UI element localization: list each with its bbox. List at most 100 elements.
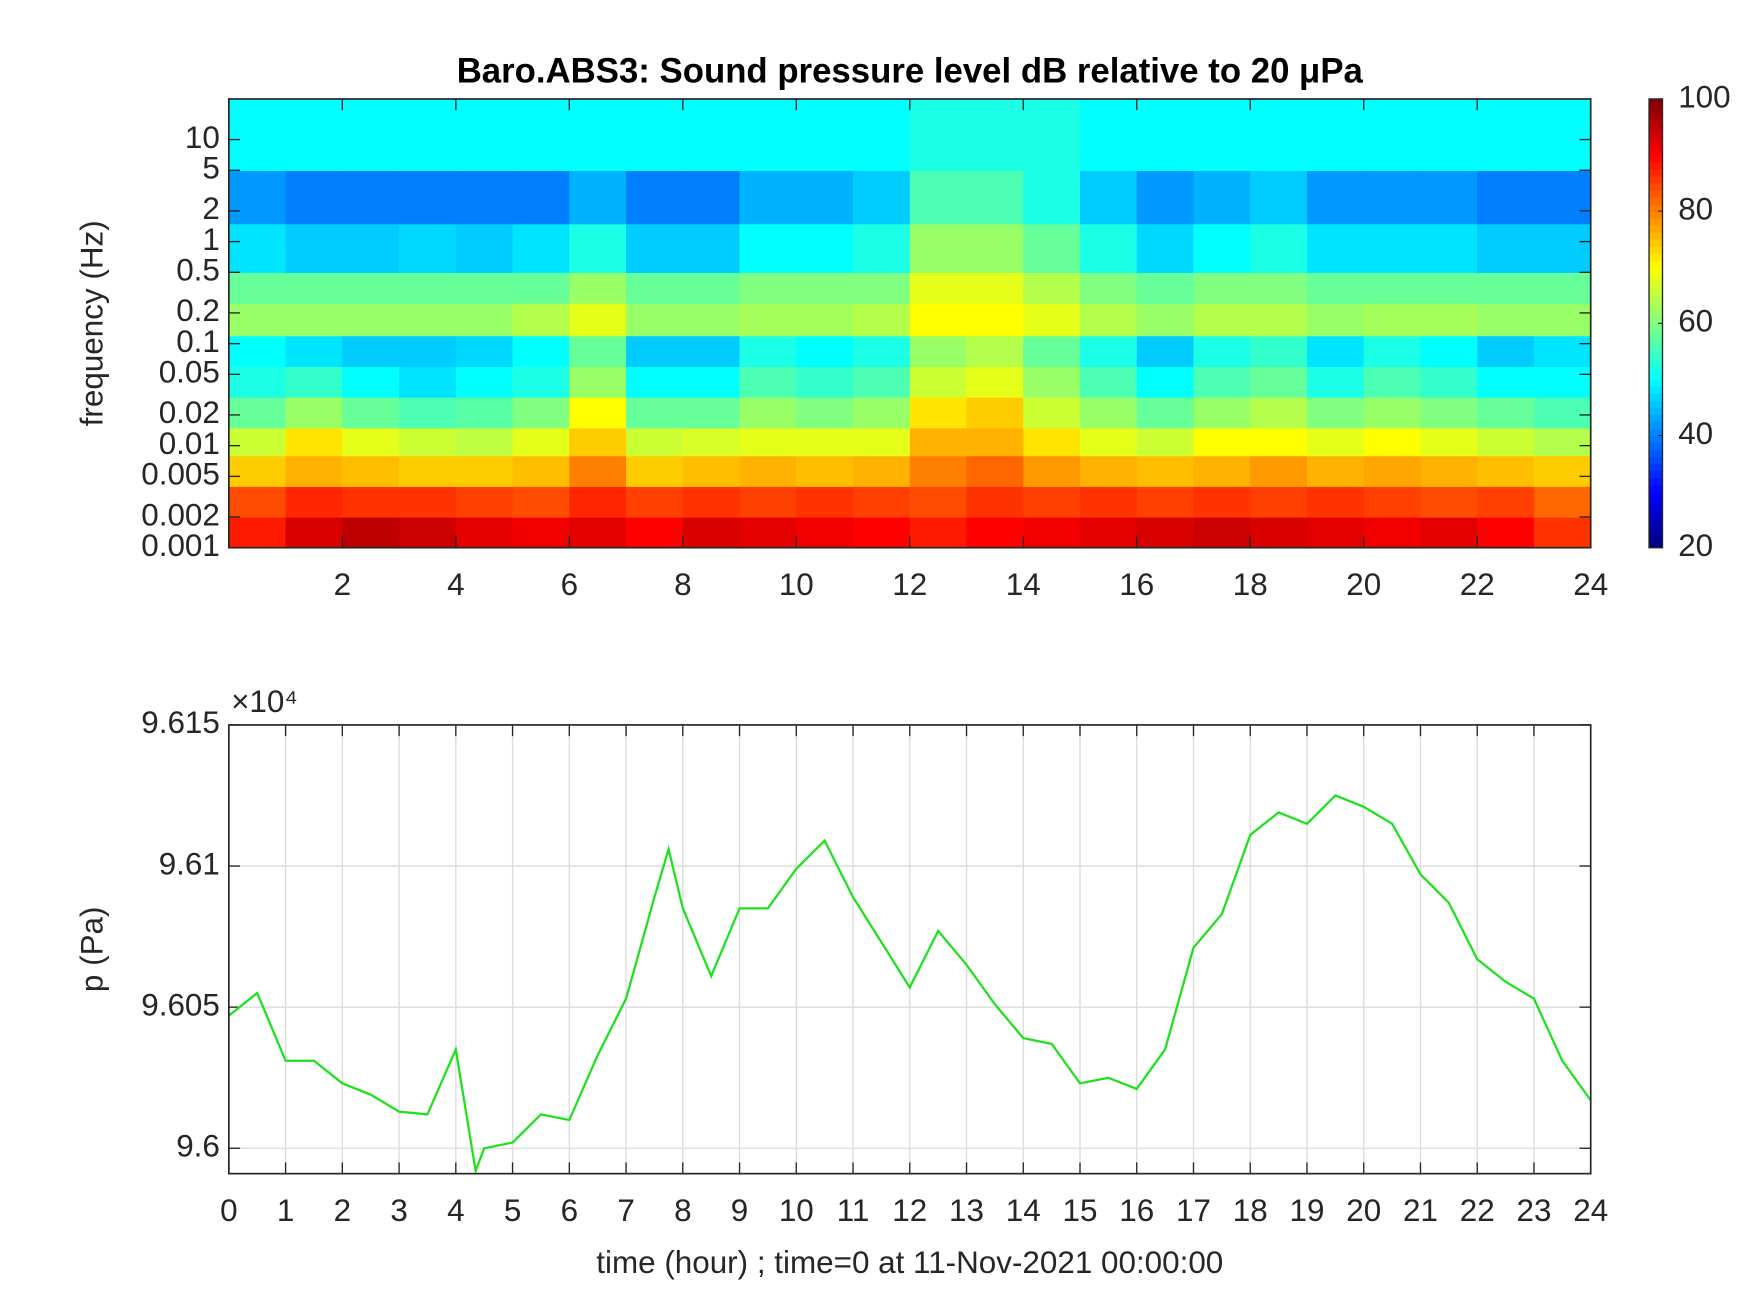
heat-cell [228,98,287,171]
heat-cell [1306,335,1365,367]
heat-cell [399,272,457,304]
heat-cell [512,223,570,273]
heat-cell [909,98,968,171]
x-tick-label: 6 [561,1193,578,1228]
heat-cell [853,98,911,171]
heat-cell [1080,223,1138,273]
heat-cell [228,366,287,398]
heat-cell [1023,98,1081,171]
x-axis-label: time (hour) ; time=0 at 11-Nov-2021 00:0… [596,1245,1223,1280]
heat-cell [796,427,854,457]
heat-cell [512,396,570,429]
heat-cell [1306,516,1365,549]
heat-cell [1193,303,1251,337]
y-tick-label: 5 [202,151,219,186]
heat-cell [1080,303,1138,337]
heat-cell [796,223,854,273]
x-tick-label: 4 [447,567,464,602]
colorbar-swatch [1649,155,1663,163]
heat-cell [1306,223,1365,273]
heat-cell [1193,223,1251,273]
x-tick-label: 8 [674,567,691,602]
y-tick-label: 0.2 [176,293,220,328]
heat-cell [966,455,1024,487]
heat-cell [1250,303,1308,337]
heat-cell [682,366,741,398]
heat-cell [1533,303,1592,337]
heat-cell [626,303,684,337]
colorbar-swatch [1649,323,1663,331]
heat-cell [1533,335,1592,367]
heat-cell [228,272,287,304]
heat-cell [1136,427,1195,457]
heat-cell [569,335,627,367]
colorbar-swatch [1649,120,1663,128]
y-axis-label: p (Pa) [75,907,110,993]
heat-cell [1250,396,1308,429]
heat-cell [1250,170,1308,225]
heat-cell [285,427,344,457]
heat-cell [909,427,968,457]
heat-cell [853,516,911,549]
heat-cell [1023,427,1081,457]
heat-cell [682,455,741,487]
heat-cell [1363,486,1422,518]
heat-cell [1306,366,1365,398]
y-tick-label: 0.1 [176,324,220,359]
colorbar-swatch [1649,330,1663,338]
heat-cell [1420,335,1478,367]
heat-cell [1363,455,1422,487]
heat-cell [909,455,968,487]
heat-cell [682,272,741,304]
heat-cell [1477,427,1535,457]
x-tick-label: 16 [1119,567,1154,602]
colorbar-swatch [1649,295,1663,303]
heat-cell [228,486,287,518]
heat-cell [285,98,344,171]
heat-cell [1080,516,1138,549]
heat-cell [739,455,797,487]
heat-cell [512,170,570,225]
x-tick-label: 24 [1573,1193,1608,1228]
colorbar-swatch [1649,309,1663,317]
heat-cell [399,303,457,337]
heat-cell [455,303,514,337]
heat-cell [626,486,684,518]
heat-cell [909,223,968,273]
heat-cell [1306,303,1365,337]
heat-cell [342,98,400,171]
x-tick-label: 14 [1006,567,1041,602]
heat-cell [966,427,1024,457]
heat-cell [342,455,400,487]
x-tick-label: 11 [837,1193,870,1228]
heat-cell [1477,335,1535,367]
heat-cell [399,516,457,549]
heat-cell [853,223,911,273]
heat-cell [1193,98,1251,171]
colorbar-swatch [1649,302,1663,310]
heat-cell [682,486,741,518]
heat-cell [512,335,570,367]
heat-cell [1080,335,1138,367]
heat-cell [739,170,797,225]
colorbar-swatch [1649,211,1663,219]
colorbar-swatch [1649,351,1663,359]
colorbar-swatch [1649,358,1663,366]
heat-cell [853,396,911,429]
colorbar-swatch [1649,372,1663,380]
heat-cell [285,455,344,487]
heat-cell [1250,486,1308,518]
colorbar-swatch [1649,484,1663,493]
colorbar-swatch [1649,407,1663,416]
heat-cell [1477,455,1535,487]
heat-cell [966,303,1024,337]
colorbar-swatch [1649,365,1663,373]
heat-cell [1250,427,1308,457]
heat-cell [1193,516,1251,549]
heat-cell [1477,396,1535,429]
heat-cell [1136,223,1195,273]
heat-cell [512,98,570,171]
colorbar-swatch [1649,470,1663,479]
heat-cell [1080,98,1138,171]
chart-title: Baro.ABS3: Sound pressure level dB relat… [457,52,1364,90]
